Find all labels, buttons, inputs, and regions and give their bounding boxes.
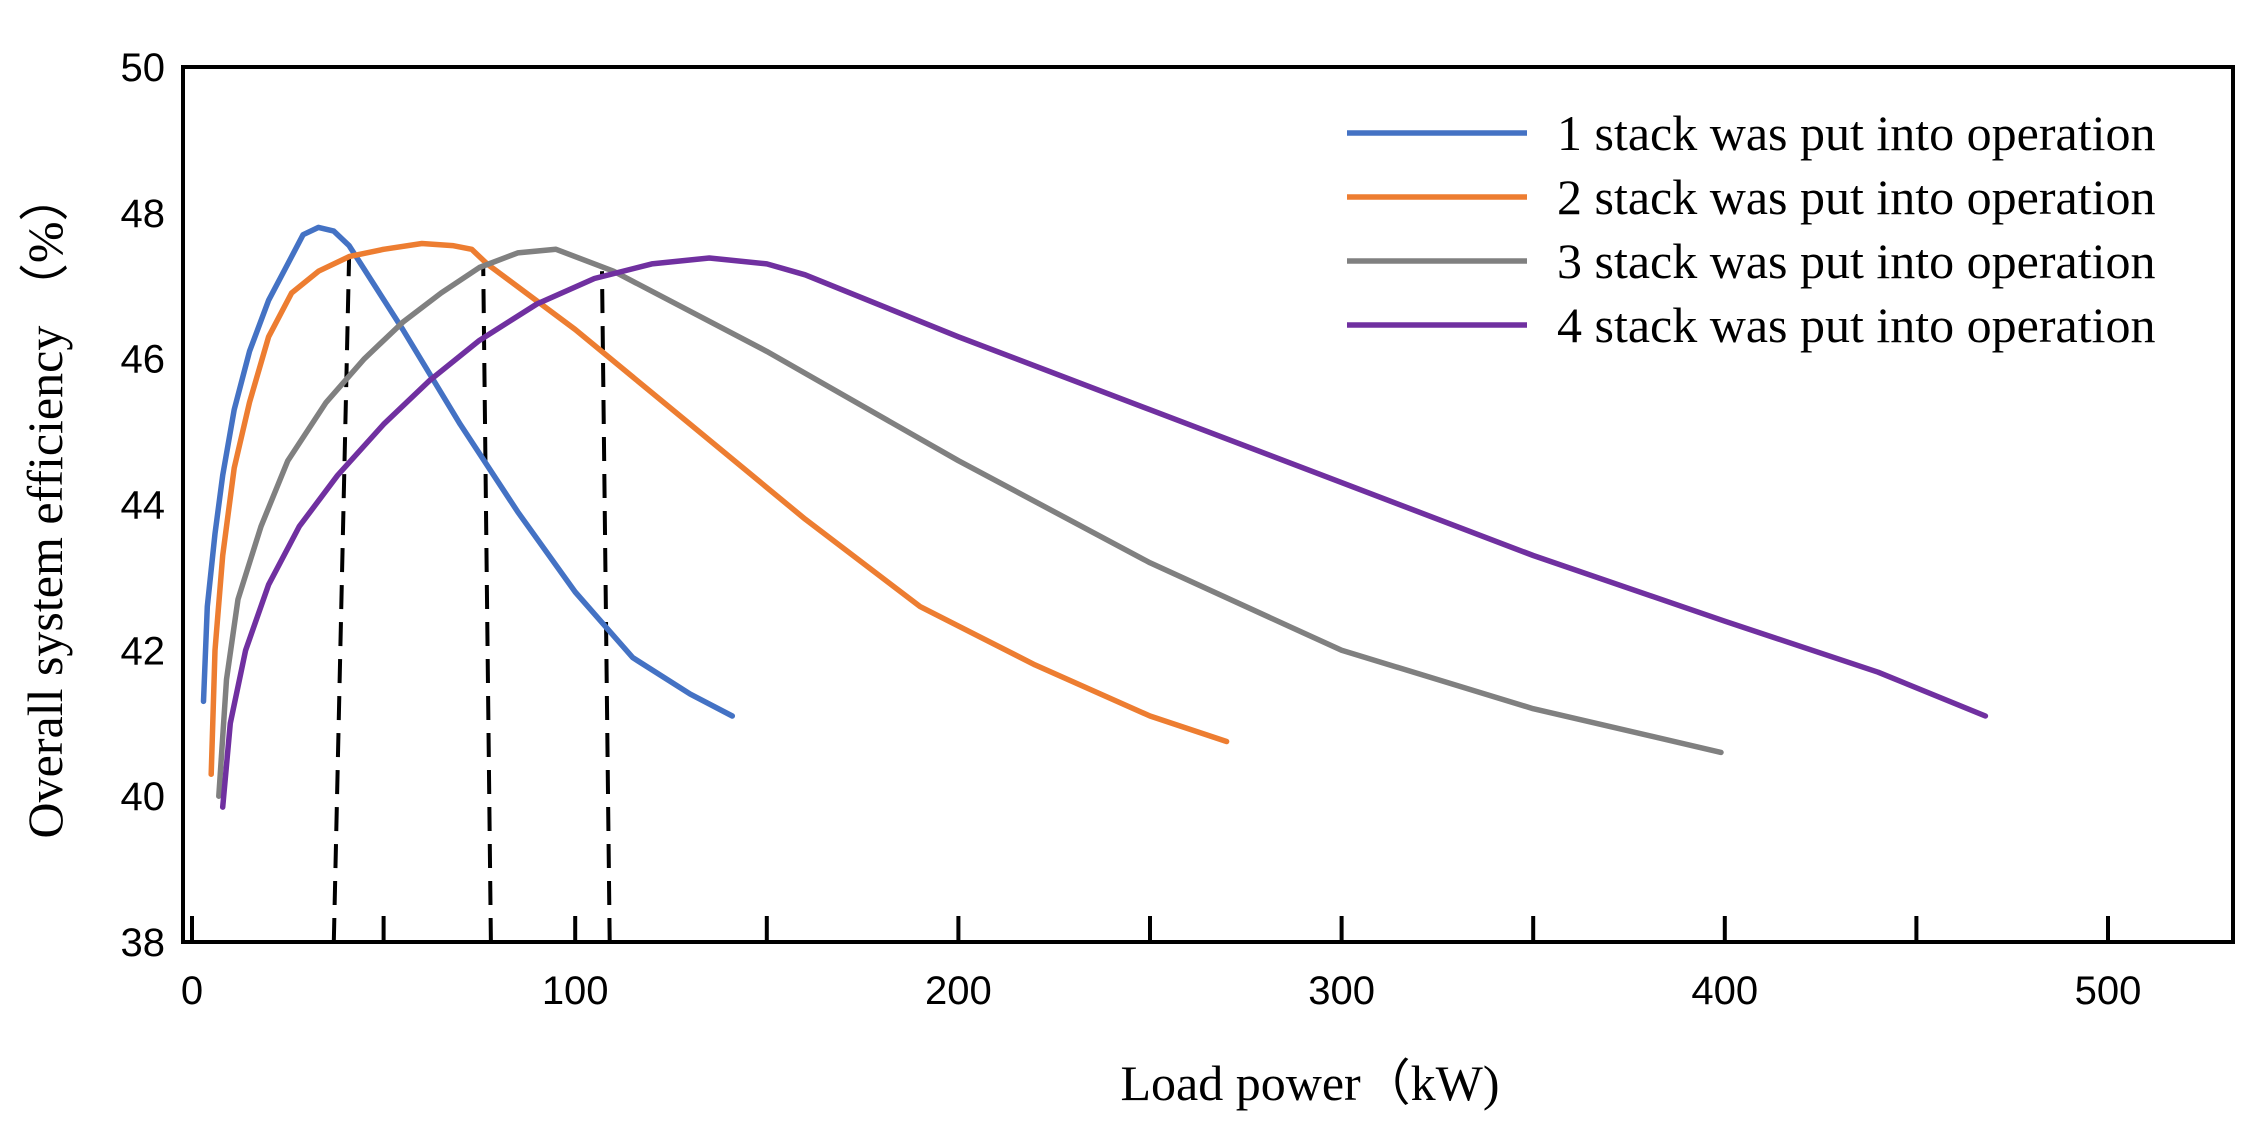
x-tick-label-100: 100: [542, 969, 609, 1013]
series-line-4: [219, 255, 1989, 810]
reference-line-switch-2-3: [481, 263, 493, 943]
y-tick-label-50: 50: [121, 46, 166, 90]
y-tick-label-44: 44: [121, 484, 166, 528]
x-axis-ticks: 0 100 200 300 400 500: [181, 916, 2142, 1013]
y-tick-label-48: 48: [121, 192, 166, 236]
x-tick-label-400: 400: [1691, 969, 1758, 1013]
legend-label-4: 4 stack was put into operation: [1557, 297, 2156, 353]
x-tick-label-300: 300: [1308, 969, 1375, 1013]
legend-label-1: 1 stack was put into operation: [1557, 105, 2156, 161]
reference-lines: [331, 256, 612, 943]
legend-label-3: 3 stack was put into operation: [1557, 233, 2156, 289]
y-tick-label-42: 42: [121, 629, 166, 673]
y-tick-label-38: 38: [121, 921, 166, 965]
legend: 1 stack was put into operation 2 stack wa…: [1347, 105, 2156, 353]
x-tick-label-200: 200: [925, 969, 992, 1013]
series-line-2: [208, 240, 1230, 778]
x-axis-title: Load power（kW): [1120, 1055, 1499, 1111]
y-tick-label-40: 40: [121, 775, 166, 819]
x-tick-label-500: 500: [2075, 969, 2142, 1013]
y-axis-ticks: 38 40 42 44 46 48 50: [121, 46, 166, 965]
series-line-3: [216, 246, 1724, 799]
legend-label-2: 2 stack was put into operation: [1557, 169, 2156, 225]
series-line-1: [200, 224, 736, 719]
reference-line-switch-3-4: [600, 271, 612, 943]
series-lines: [200, 224, 1989, 810]
y-tick-label-46: 46: [121, 338, 166, 382]
reference-line-switch-1-2: [331, 256, 352, 943]
y-axis-title: Overall system efficiency （%）: [17, 172, 73, 839]
plot-frame: [181, 65, 2235, 944]
x-tick-label-0: 0: [181, 969, 203, 1013]
